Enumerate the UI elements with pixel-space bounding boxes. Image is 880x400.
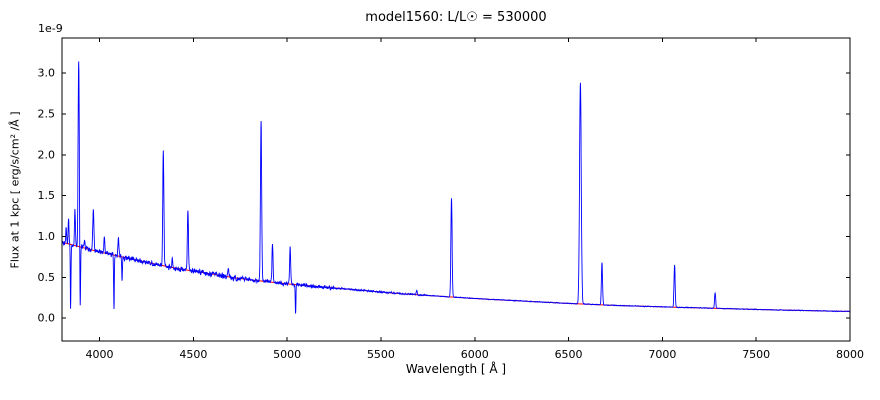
x-axis-label: Wavelength [ Å ] bbox=[405, 362, 507, 376]
plot-frame bbox=[61, 37, 851, 342]
y-tick-label: 1.5 bbox=[38, 189, 56, 202]
y-tick-label: 1.0 bbox=[38, 230, 56, 243]
x-tick-label: 6500 bbox=[555, 348, 583, 361]
x-tick-label: 4000 bbox=[86, 348, 114, 361]
x-tick-label: 7500 bbox=[742, 348, 770, 361]
y-tick-label: 2.5 bbox=[38, 107, 56, 120]
y-tick-label: 0.0 bbox=[38, 312, 56, 325]
y-tick-label: 2.0 bbox=[38, 148, 56, 161]
x-tick-label: 4500 bbox=[179, 348, 207, 361]
x-tick-label: 6000 bbox=[461, 348, 489, 361]
x-tick-label: 5500 bbox=[367, 348, 395, 361]
x-tick-label: 5000 bbox=[273, 348, 301, 361]
x-tick-label: 7000 bbox=[648, 348, 676, 361]
y-tick-label: 3.0 bbox=[38, 67, 56, 80]
spectrum-line bbox=[61, 61, 851, 314]
chart-title: model1560: L/L☉ = 530000 bbox=[365, 10, 547, 25]
y-tick-label: 0.5 bbox=[38, 271, 56, 284]
continuum-line bbox=[61, 241, 851, 312]
y-axis-offset-label: 1e-9 bbox=[38, 22, 63, 35]
x-tick-label: 8000 bbox=[836, 348, 864, 361]
